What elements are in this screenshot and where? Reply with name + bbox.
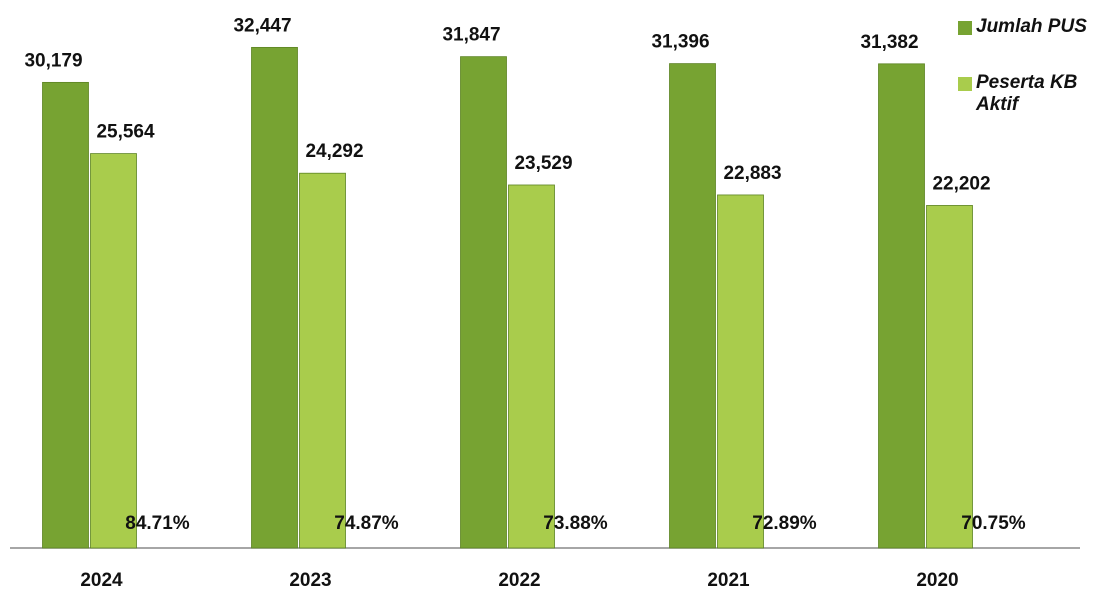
ratio-label: 70.75% xyxy=(961,513,1026,534)
value-label: 24,292 xyxy=(305,141,363,162)
ratio-label: 73.88% xyxy=(543,513,608,534)
bar xyxy=(90,153,137,549)
legend-item: Jumlah PUS xyxy=(958,16,1103,38)
bar xyxy=(926,205,973,549)
x-tick-label: 2024 xyxy=(80,570,123,591)
value-label: 22,883 xyxy=(723,163,781,184)
value-label: 23,529 xyxy=(514,153,572,174)
value-label: 32,447 xyxy=(233,15,291,36)
legend-swatch xyxy=(958,21,972,35)
x-tick-label: 2022 xyxy=(498,570,540,591)
x-tick-label: 2020 xyxy=(916,570,958,591)
value-label: 31,847 xyxy=(442,25,500,46)
legend-swatch xyxy=(958,77,972,91)
bar xyxy=(251,46,298,549)
bar xyxy=(42,81,89,549)
legend-label: Peserta KB Aktif xyxy=(976,72,1078,115)
bar xyxy=(299,172,346,549)
value-label: 31,396 xyxy=(651,32,709,53)
bar xyxy=(669,63,716,549)
value-label: 31,382 xyxy=(860,32,918,53)
value-label: 22,202 xyxy=(932,173,990,194)
ratio-label: 84.71% xyxy=(125,513,190,534)
legend: Jumlah PUS Peserta KB Aktif xyxy=(958,16,1103,150)
value-label: 25,564 xyxy=(96,122,155,143)
legend-item: Peserta KB Aktif xyxy=(958,72,1103,116)
bar xyxy=(878,63,925,549)
bar xyxy=(508,184,555,549)
bar xyxy=(460,56,507,549)
x-tick-label: 2021 xyxy=(707,570,750,591)
value-label: 30,179 xyxy=(24,50,82,71)
x-tick-label: 2023 xyxy=(289,570,331,591)
bar xyxy=(717,194,764,549)
ratio-label: 74.87% xyxy=(334,513,399,534)
legend-label: Jumlah PUS xyxy=(976,16,1087,37)
ratio-label: 72.89% xyxy=(752,513,817,534)
